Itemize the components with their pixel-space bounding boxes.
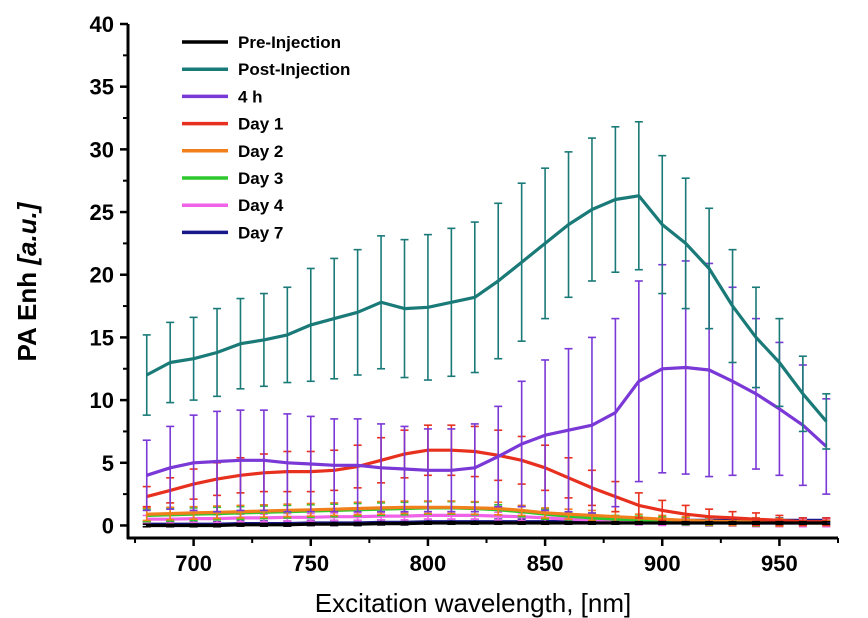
series-line-day-1: [146, 448, 827, 524]
y-tick-label: 25: [90, 200, 114, 225]
legend: Pre-Injection Post-Injection 4 h Day 1 Day 2…: [182, 33, 350, 242]
legend-label: Day 7: [238, 223, 283, 242]
x-tick-label: 850: [527, 551, 564, 576]
y-tick-label: 5: [102, 451, 114, 476]
legend-item-4-h: 4 h: [182, 87, 263, 106]
legend-item-day-7: Day 7: [182, 223, 283, 242]
y-tick-label: 40: [90, 12, 114, 37]
series-line-post-injection: [145, 194, 828, 423]
legend-label: 4 h: [238, 87, 263, 106]
x-tick-label: 700: [175, 551, 212, 576]
series-post-injection: [142, 120, 831, 450]
legend-item-day-4: Day 4: [182, 196, 284, 215]
series-4-h: [142, 260, 831, 514]
legend-item-post-injection: Post-Injection: [182, 60, 350, 79]
x-tick-label: 750: [292, 551, 329, 576]
legend-item-day-2: Day 2: [182, 142, 283, 161]
x-axis-ticks: 700 750 800 850 900 950: [134, 538, 839, 576]
y-axis-title-unit: [a.u.]: [12, 201, 42, 265]
legend-item-day-3: Day 3: [182, 169, 283, 188]
legend-item-pre-injection: Pre-Injection: [182, 33, 341, 52]
series-line-pre-injection: [146, 521, 827, 528]
axes-layer: [126, 24, 838, 540]
y-tick-label: 20: [90, 263, 114, 288]
x-tick-label: 800: [410, 551, 447, 576]
series-pre-injection: [142, 520, 831, 528]
legend-label: Day 3: [238, 169, 283, 188]
y-tick-label: 15: [90, 325, 114, 350]
series-layer: [142, 120, 831, 528]
legend-label: Day 2: [238, 142, 283, 161]
legend-label: Pre-Injection: [238, 33, 341, 52]
x-axis-title: Excitation wavelength, [nm]: [315, 588, 632, 618]
x-tick-label: 950: [761, 551, 798, 576]
y-tick-label: 30: [90, 137, 114, 162]
legend-label: Day 4: [238, 196, 284, 215]
y-axis-ticks: 0 5 10 15 20 25 30 35 40: [90, 12, 128, 538]
legend-label: Post-Injection: [238, 60, 350, 79]
y-axis-title-main: PA Enh: [12, 265, 42, 362]
x-tick-label: 900: [644, 551, 681, 576]
y-tick-label: 0: [102, 513, 114, 538]
series-line-4-h: [146, 365, 828, 477]
y-tick-label: 35: [90, 75, 114, 100]
y-axis-title: PA Enh [a.u.]: [12, 201, 42, 361]
legend-label: Day 1: [238, 115, 283, 134]
legend-item-day-1: Day 1: [182, 115, 283, 134]
y-tick-label: 10: [90, 388, 114, 413]
